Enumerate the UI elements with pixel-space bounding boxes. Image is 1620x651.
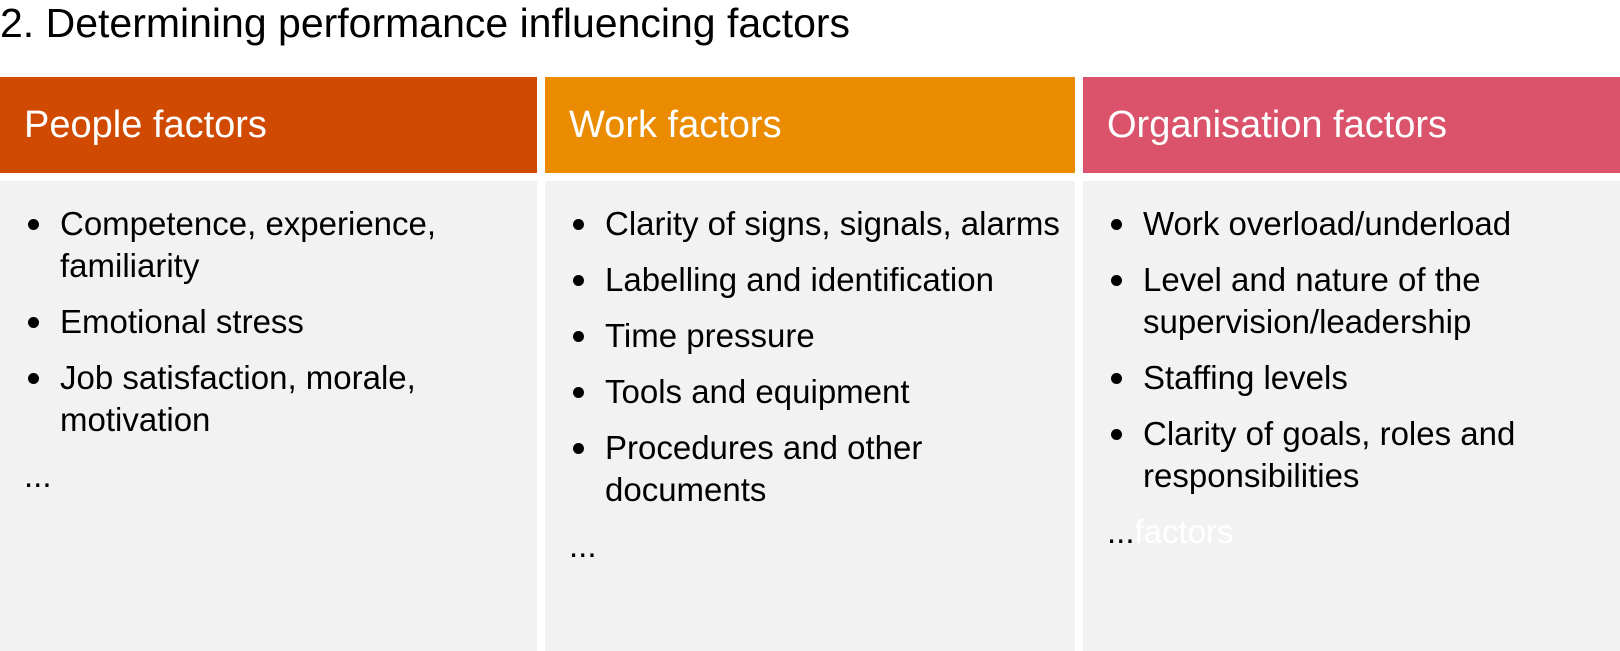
column-body: Work overload/underload Level and nature… xyxy=(1083,181,1620,651)
list-item: Clarity of goals, roles and responsibili… xyxy=(1107,413,1610,497)
list-item: Emotional stress xyxy=(24,301,527,343)
list-item: Tools and equipment xyxy=(569,371,1065,413)
column-body: Clarity of signs, signals, alarms Labell… xyxy=(545,181,1075,651)
page-title: 2. Determining performance influencing f… xyxy=(0,0,851,46)
column-header: Work factors xyxy=(545,77,1075,173)
ellipsis-line: ...factors xyxy=(1107,511,1610,553)
list-item: Level and nature of the supervision/lead… xyxy=(1107,259,1610,343)
list-item: Competence, experience, familiarity xyxy=(24,203,527,287)
list-item: Labelling and identification xyxy=(569,259,1065,301)
column-header: Organisation factors xyxy=(1083,77,1620,173)
list-item: Clarity of signs, signals, alarms xyxy=(569,203,1065,245)
ellipsis: ... xyxy=(24,457,52,494)
list-item: Staffing levels xyxy=(1107,357,1610,399)
list-item: Job satisfaction, morale, motivation xyxy=(24,357,527,441)
column-header: People factors xyxy=(0,77,537,173)
list-item: Procedures and other documents xyxy=(569,427,1065,511)
list-item: Time pressure xyxy=(569,315,1065,357)
organisation-factors-column: Organisation factors Work overload/under… xyxy=(1083,77,1620,651)
list-item: Work overload/underload xyxy=(1107,203,1610,245)
ellipsis: ... xyxy=(569,527,597,564)
column-body: Competence, experience, familiarity Emot… xyxy=(0,181,537,651)
work-factors-column: Work factors Clarity of signs, signals, … xyxy=(545,77,1075,651)
ghost-text: factors xyxy=(1134,513,1234,550)
ellipsis: ... xyxy=(1107,513,1135,550)
people-factors-column: People factors Competence, experience, f… xyxy=(0,77,537,651)
